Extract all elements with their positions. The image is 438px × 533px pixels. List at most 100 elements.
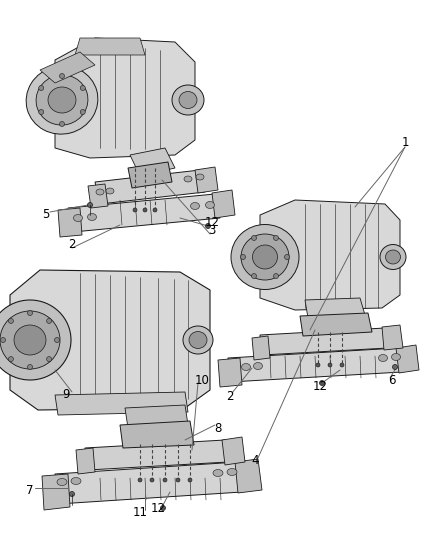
Ellipse shape <box>340 363 344 367</box>
Text: 5: 5 <box>42 208 49 222</box>
Text: 10: 10 <box>194 374 209 386</box>
Polygon shape <box>40 52 95 83</box>
Ellipse shape <box>189 332 207 349</box>
Ellipse shape <box>153 208 157 212</box>
Ellipse shape <box>385 250 400 264</box>
Polygon shape <box>228 348 402 382</box>
Polygon shape <box>76 448 95 474</box>
Ellipse shape <box>48 87 76 113</box>
Text: 12: 12 <box>205 216 219 230</box>
Text: 2: 2 <box>68 238 76 251</box>
Text: 11: 11 <box>133 506 148 520</box>
Ellipse shape <box>392 365 398 369</box>
Ellipse shape <box>241 234 289 280</box>
Ellipse shape <box>39 85 44 91</box>
Text: 6: 6 <box>388 375 396 387</box>
Ellipse shape <box>205 223 211 229</box>
Text: 12: 12 <box>312 379 328 392</box>
Ellipse shape <box>240 254 246 260</box>
Polygon shape <box>222 437 245 465</box>
Polygon shape <box>260 328 388 355</box>
Polygon shape <box>58 208 82 237</box>
Polygon shape <box>85 440 228 470</box>
Ellipse shape <box>176 478 180 482</box>
Text: 9: 9 <box>62 389 70 401</box>
Ellipse shape <box>26 66 98 134</box>
Polygon shape <box>55 392 188 415</box>
Ellipse shape <box>163 478 167 482</box>
Ellipse shape <box>0 337 6 343</box>
Ellipse shape <box>57 479 67 486</box>
Text: 8: 8 <box>214 422 222 434</box>
Ellipse shape <box>179 92 197 109</box>
Ellipse shape <box>160 505 166 511</box>
Ellipse shape <box>252 245 278 269</box>
Polygon shape <box>120 421 194 448</box>
Ellipse shape <box>8 318 14 324</box>
Ellipse shape <box>88 214 96 221</box>
Ellipse shape <box>133 208 137 212</box>
Ellipse shape <box>150 478 154 482</box>
Polygon shape <box>382 325 403 350</box>
Ellipse shape <box>273 236 279 240</box>
Ellipse shape <box>60 74 64 78</box>
Text: 2: 2 <box>226 390 234 402</box>
Ellipse shape <box>80 109 85 115</box>
Ellipse shape <box>205 201 215 208</box>
Ellipse shape <box>254 362 262 369</box>
Ellipse shape <box>70 491 74 497</box>
Text: 3: 3 <box>208 223 215 237</box>
Polygon shape <box>195 167 218 193</box>
Ellipse shape <box>196 174 204 180</box>
Ellipse shape <box>184 176 192 182</box>
Ellipse shape <box>54 337 60 343</box>
Polygon shape <box>212 190 235 218</box>
Ellipse shape <box>183 326 213 354</box>
Polygon shape <box>260 200 400 310</box>
Ellipse shape <box>172 85 204 115</box>
Text: 12: 12 <box>151 502 166 514</box>
Ellipse shape <box>251 273 257 279</box>
Ellipse shape <box>14 325 46 355</box>
Ellipse shape <box>74 214 82 222</box>
Ellipse shape <box>328 363 332 367</box>
Ellipse shape <box>213 470 223 477</box>
Ellipse shape <box>378 354 388 361</box>
Ellipse shape <box>231 224 299 289</box>
Text: 7: 7 <box>26 483 34 497</box>
Ellipse shape <box>60 122 64 126</box>
Ellipse shape <box>319 381 325 385</box>
Polygon shape <box>55 462 242 504</box>
Polygon shape <box>95 170 205 204</box>
Ellipse shape <box>251 236 257 240</box>
Polygon shape <box>305 298 365 318</box>
Polygon shape <box>218 358 242 387</box>
Ellipse shape <box>143 208 147 212</box>
Polygon shape <box>252 336 270 360</box>
Ellipse shape <box>96 189 104 195</box>
Polygon shape <box>68 194 220 232</box>
Polygon shape <box>42 474 70 510</box>
Ellipse shape <box>138 478 142 482</box>
Ellipse shape <box>8 357 14 361</box>
Polygon shape <box>235 459 262 493</box>
Polygon shape <box>130 148 175 176</box>
Ellipse shape <box>28 311 32 316</box>
Polygon shape <box>300 313 372 336</box>
Ellipse shape <box>28 365 32 369</box>
Ellipse shape <box>241 364 251 370</box>
Ellipse shape <box>106 188 114 194</box>
Ellipse shape <box>191 203 199 209</box>
Ellipse shape <box>285 254 290 260</box>
Ellipse shape <box>273 273 279 279</box>
Ellipse shape <box>46 357 52 361</box>
Ellipse shape <box>392 353 400 360</box>
Polygon shape <box>10 270 210 410</box>
Ellipse shape <box>80 85 85 91</box>
Text: 1: 1 <box>401 136 409 149</box>
Ellipse shape <box>36 75 88 125</box>
Ellipse shape <box>46 318 52 324</box>
Ellipse shape <box>88 203 92 207</box>
Ellipse shape <box>227 469 237 475</box>
Polygon shape <box>55 38 195 158</box>
